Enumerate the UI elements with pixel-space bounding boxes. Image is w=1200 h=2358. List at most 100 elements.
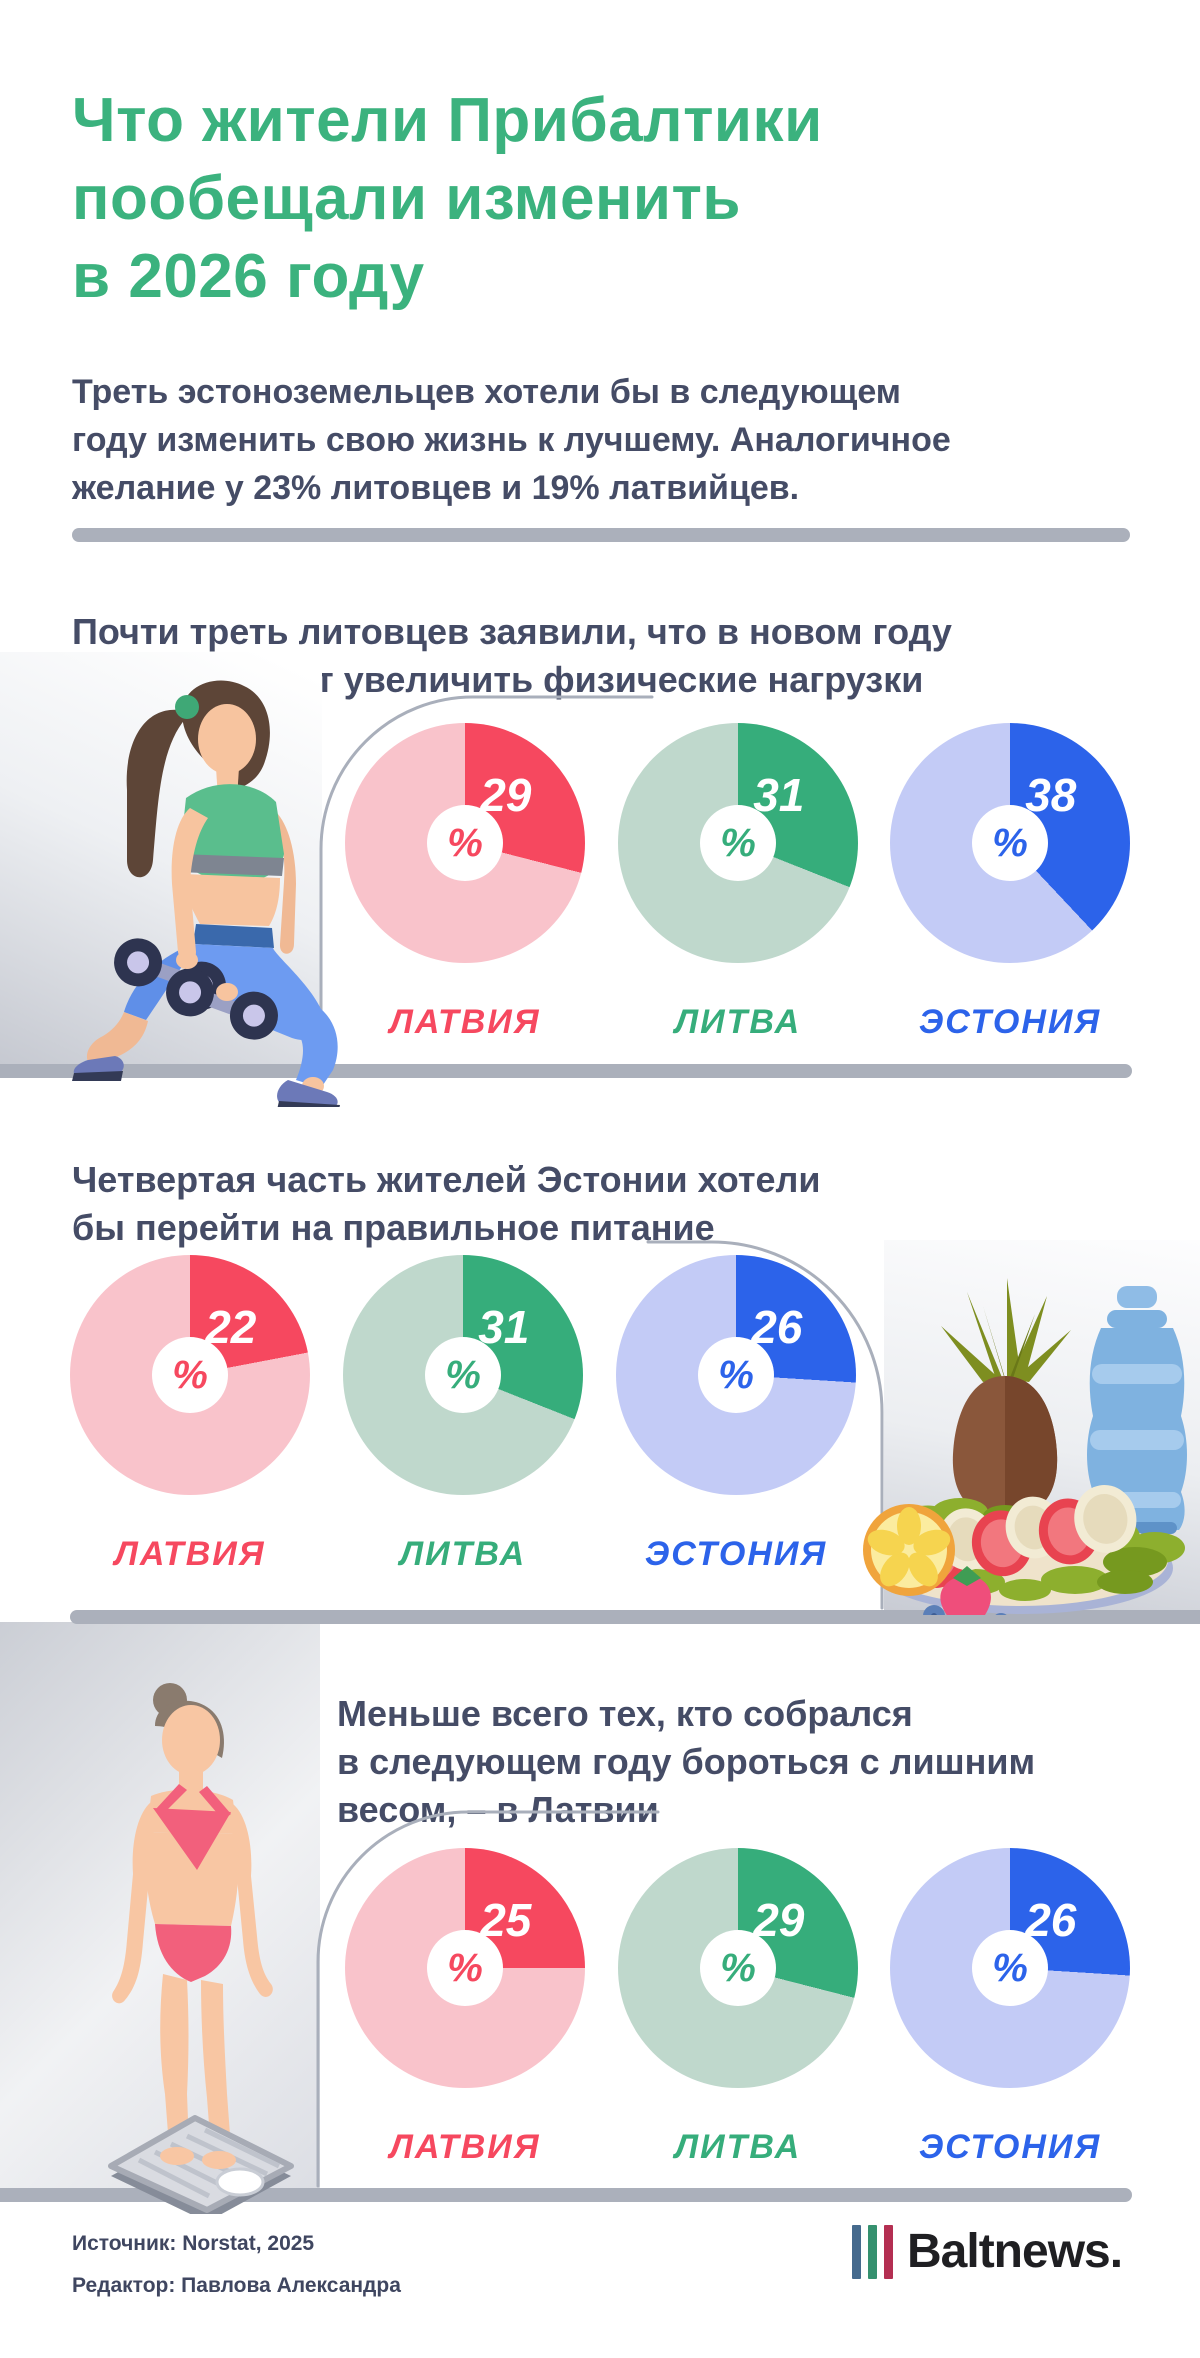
pie-country-label: ЭСТОНИЯ xyxy=(918,1003,1102,1041)
pie-chart: 31 % xyxy=(618,723,858,963)
blueberry xyxy=(995,1613,1007,1615)
pie-block-lithuania-nutrition: 31 % ЛИТВА xyxy=(343,1255,583,1574)
heading-line: в следующем году бороться с лишним xyxy=(337,1740,1036,1782)
pie-center: % xyxy=(425,1337,501,1413)
blueberry xyxy=(923,1605,945,1615)
pineapple-leaves xyxy=(941,1278,1071,1382)
healthy-food-illustration xyxy=(863,1278,1187,1615)
pie-block-lithuania-fitness: 31 % ЛИТВА xyxy=(618,723,858,1042)
pie-block-estonia-fitness: 38 % ЭСТОНИЯ xyxy=(890,723,1130,1042)
percent-symbol: % xyxy=(718,1352,754,1397)
arm-far xyxy=(266,810,296,954)
logo-bar xyxy=(868,2224,877,2279)
face xyxy=(198,704,256,774)
logo-bars-icon xyxy=(852,2224,893,2279)
percent-symbol: % xyxy=(992,820,1028,865)
logo-bar xyxy=(884,2224,893,2279)
woman-on-scale-illustration xyxy=(108,1683,294,2214)
pie-center: % xyxy=(700,805,776,881)
editor-text: Редактор: Павлова Александра xyxy=(72,2274,401,2297)
pie-chart: 29 % xyxy=(618,1848,858,2088)
scrunchie xyxy=(175,695,199,719)
logo-bar xyxy=(852,2224,861,2279)
percent-symbol: % xyxy=(447,1945,483,1990)
back-calf xyxy=(86,1012,148,1062)
heading-line: Почти треть литовцев заявили, что в ново… xyxy=(72,610,952,652)
pie-center: % xyxy=(972,1930,1048,2006)
pie-country-label: ЛИТВА xyxy=(399,1535,527,1573)
arm-near xyxy=(171,808,208,962)
title-line: Что жители Прибалтики xyxy=(72,85,823,155)
torso xyxy=(145,1832,239,1926)
heading-line: Четвертая часть жителей Эстонии хотели xyxy=(72,1158,821,1200)
pie-country-label: ЭСТОНИЯ xyxy=(918,2128,1102,2166)
pie-country-label: ЭСТОНИЯ xyxy=(644,1535,828,1573)
pie-center: % xyxy=(427,805,503,881)
pie-chart: 29 % xyxy=(345,723,585,963)
pie-block-latvia-fitness: 29 % ЛАТВИЯ xyxy=(345,723,585,1042)
pie-chart: 26 % xyxy=(890,1848,1130,2088)
baltnews-logo: Baltnews. xyxy=(852,2224,1123,2279)
front-shin xyxy=(295,1009,338,1088)
bathroom-scale xyxy=(108,2115,294,2214)
bikini-bottom xyxy=(155,1924,232,1982)
pie-country-label: ЛАТВИЯ xyxy=(389,1003,541,1041)
front-shoe xyxy=(277,1080,338,1107)
heading-line: Меньше всего тех, кто собрался xyxy=(337,1692,913,1734)
heading-line: бы перейти на правильное питание xyxy=(72,1206,715,1248)
bikini-top xyxy=(153,1808,231,1870)
pie-country-label: ЛИТВА xyxy=(674,2128,802,2166)
pie-block-estonia-weight: 26 % ЭСТОНИЯ xyxy=(890,1848,1130,2167)
intro-line: году изменить свою жизнь к лучшему. Анал… xyxy=(72,421,951,459)
leg-right xyxy=(201,1980,231,2150)
title-line: пообещали изменить xyxy=(72,163,742,233)
pie-block-lithuania-weight: 29 % ЛИТВА xyxy=(618,1848,858,2167)
title-line: в 2026 году xyxy=(72,241,425,311)
intro-text: Треть эстоноземельцев хотели бы в следую… xyxy=(72,368,951,512)
pie-chart: 22 % xyxy=(70,1255,310,1495)
face xyxy=(162,1705,220,1775)
ponytail xyxy=(126,709,186,878)
source-text: Источник: Norstat, 2025 xyxy=(72,2232,315,2255)
foot xyxy=(202,2151,236,2169)
intro-line: желание у 23% литовцев и 19% латвийцев. xyxy=(72,469,800,507)
pie-chart: 26 % xyxy=(616,1255,856,1495)
divider xyxy=(70,1610,1200,1624)
pie-center: % xyxy=(700,1930,776,2006)
divider xyxy=(0,1064,1132,1078)
strawberry xyxy=(940,1566,991,1615)
intro-line: Треть эстоноземельцев хотели бы в следую… xyxy=(72,373,901,411)
pie-country-label: ЛИТВА xyxy=(674,1003,802,1041)
pie-chart: 31 % xyxy=(343,1255,583,1495)
pie-center: % xyxy=(972,805,1048,881)
leg-left xyxy=(160,1974,189,2146)
woman-exercising-illustration xyxy=(72,680,340,1107)
lemon-slice xyxy=(863,1504,955,1596)
pie-center: % xyxy=(427,1930,503,2006)
pie-country-label: ЛАТВИЯ xyxy=(114,1535,266,1573)
page-title: Что жители Прибалтики пообещали изменить… xyxy=(72,82,823,316)
logo-text: Baltnews. xyxy=(907,2225,1123,2278)
pie-chart: 25 % xyxy=(345,1848,585,2088)
percent-symbol: % xyxy=(720,1945,756,1990)
pie-center: % xyxy=(698,1337,774,1413)
dumbbell xyxy=(166,968,278,1040)
pie-block-estonia-nutrition: 26 % ЭСТОНИЯ xyxy=(616,1255,856,1574)
percent-symbol: % xyxy=(720,820,756,865)
divider xyxy=(0,2188,1132,2202)
divider xyxy=(72,528,1130,542)
pie-block-latvia-nutrition: 22 % ЛАТВИЯ xyxy=(70,1255,310,1574)
section3-heading: Меньше всего тех, кто собрался в следующ… xyxy=(337,1690,1035,1834)
percent-symbol: % xyxy=(445,1352,481,1397)
foot xyxy=(160,2147,194,2165)
pie-country-label: ЛАТВИЯ xyxy=(389,2128,541,2166)
pie-center: % xyxy=(152,1337,228,1413)
pie-chart: 38 % xyxy=(890,723,1130,963)
section2-heading: Четвертая часть жителей Эстонии хотели б… xyxy=(72,1156,821,1252)
percent-symbol: % xyxy=(992,1945,1028,1990)
percent-symbol: % xyxy=(172,1352,208,1397)
percent-symbol: % xyxy=(447,820,483,865)
waistband xyxy=(193,924,274,948)
bra-band xyxy=(178,854,284,876)
